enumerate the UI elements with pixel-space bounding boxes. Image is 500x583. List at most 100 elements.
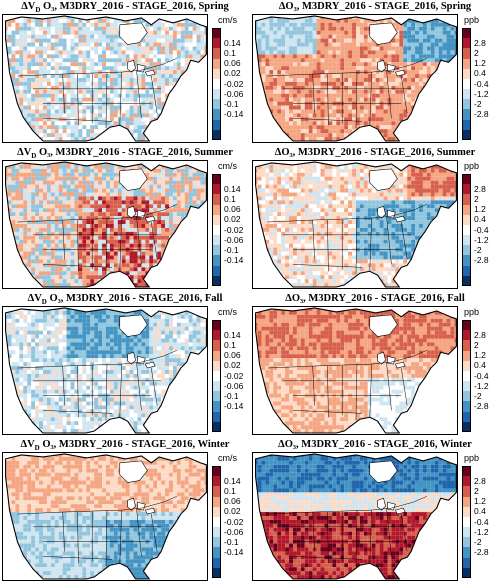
map-canvas (252, 452, 458, 581)
colorbar-tick-label: 1.2 (474, 497, 486, 506)
colorbar-tick-label: 2 (474, 195, 479, 204)
colorbar-swatch (212, 194, 221, 205)
colorbar-swatch (462, 215, 471, 226)
map-canvas (252, 14, 458, 143)
colorbar-tick-label: -0.06 (224, 90, 243, 99)
colorbar-swatch (212, 466, 221, 477)
colorbar-tick-label: 0.1 (224, 195, 236, 204)
panel-title: ΔVD O₃, M3DRY_2016 - STAGE_2016, Winter (0, 438, 250, 452)
colorbar-tick-label: -0.4 (474, 226, 489, 235)
colorbar-swatch (212, 235, 221, 246)
colorbar-swatch (212, 215, 221, 226)
colorbar-tick-label: -0.14 (224, 256, 243, 265)
colorbar-tick-label: -0.1 (224, 100, 239, 109)
colorbar-swatch (212, 69, 221, 80)
colorbar-swatch (212, 28, 221, 39)
colorbar-swatch (462, 99, 471, 110)
colorbar-swatch (212, 205, 221, 216)
colorbar-swatch (212, 59, 221, 70)
colorbar-swatch (212, 361, 221, 372)
colorbar-swatch (212, 320, 221, 331)
colorbar-swatch (212, 245, 221, 256)
colorbar-tick-label: -0.02 (224, 80, 243, 89)
colorbar-swatch (462, 174, 471, 185)
colorbar-tick-label: -0.02 (224, 518, 243, 527)
colorbar-tick-label: 2 (474, 341, 479, 350)
colorbar-swatch (462, 507, 471, 518)
colorbar-swatch (212, 476, 221, 487)
map-canvas (2, 14, 208, 143)
colorbar-swatch (462, 476, 471, 487)
colorbar-tick-label: -0.4 (474, 518, 489, 527)
colorbar-swatch (462, 205, 471, 216)
colorbar-swatch (462, 558, 471, 569)
colorbar-unit: cm/s (218, 161, 237, 171)
colorbar-swatch (212, 79, 221, 90)
colorbar-swatch (212, 109, 221, 120)
colorbar-tick-label: 0.14 (224, 39, 241, 48)
colorbar-swatch (462, 422, 471, 433)
colorbar-swatch (212, 537, 221, 548)
panel-title: ΔVD O₃, M3DRY_2016 - STAGE_2016, Summer (0, 146, 250, 160)
colorbar-swatch (462, 466, 471, 477)
colorbar-swatch (462, 391, 471, 402)
colorbar-swatch (462, 79, 471, 90)
colorbar-tick-label: -2 (474, 392, 482, 401)
colorbar-swatch (212, 330, 221, 341)
panel-title: ΔO₃, M3DRY_2016 - STAGE_2016, Fall (250, 292, 500, 306)
colorbar-swatch (462, 371, 471, 382)
colorbar-swatch (212, 99, 221, 110)
colorbar-swatch (212, 276, 221, 287)
colorbar-tick-label: -0.1 (224, 538, 239, 547)
panel-title: ΔO₃, M3DRY_2016 - STAGE_2016, Summer (250, 146, 500, 160)
colorbar-swatch (212, 558, 221, 569)
colorbar-swatch (462, 351, 471, 362)
colorbar-swatch (462, 184, 471, 195)
colorbar-tick-label: -0.14 (224, 548, 243, 557)
colorbar-swatch (462, 497, 471, 508)
colorbar-swatch (212, 340, 221, 351)
colorbar-tick-label: 2.8 (474, 331, 486, 340)
colorbar-swatch (462, 235, 471, 246)
colorbar-swatch (462, 38, 471, 49)
colorbar-swatch (462, 225, 471, 236)
colorbar-tick-label: 1.2 (474, 59, 486, 68)
colorbar-swatch (462, 266, 471, 277)
colorbar-swatch (462, 340, 471, 351)
colorbar-tick-label: -2 (474, 246, 482, 255)
colorbar-tick-label: 0.06 (224, 351, 241, 360)
colorbar-tick-label: 0.02 (224, 69, 241, 78)
colorbar-tick-label: -1.2 (474, 382, 489, 391)
colorbar-swatch (462, 361, 471, 372)
colorbar-swatch (212, 48, 221, 59)
colorbar-tick-label: -1.2 (474, 90, 489, 99)
colorbar-swatch (212, 422, 221, 433)
colorbar-tick-label: 0.14 (224, 477, 241, 486)
colorbar-tick-label: -0.4 (474, 80, 489, 89)
colorbar-tick-label: 0.02 (224, 361, 241, 370)
colorbar-tick-label: 0.14 (224, 185, 241, 194)
colorbar-swatch (212, 568, 221, 579)
colorbar-swatch (462, 255, 471, 266)
colorbar-swatch (462, 28, 471, 39)
colorbar-swatch (462, 59, 471, 70)
colorbar-swatch (462, 401, 471, 412)
colorbar-unit: cm/s (218, 15, 237, 25)
colorbar-swatch (212, 266, 221, 277)
colorbar-tick-label: -2.8 (474, 548, 489, 557)
colorbar-swatch (212, 184, 221, 195)
colorbar-tick-label: 2.8 (474, 39, 486, 48)
colorbar-unit: cm/s (218, 307, 237, 317)
colorbar-tick-label: -2.8 (474, 110, 489, 119)
colorbar-tick-label: 0.06 (224, 205, 241, 214)
colorbar-swatch (462, 130, 471, 141)
colorbar-swatch (462, 486, 471, 497)
colorbar-swatch (462, 412, 471, 423)
